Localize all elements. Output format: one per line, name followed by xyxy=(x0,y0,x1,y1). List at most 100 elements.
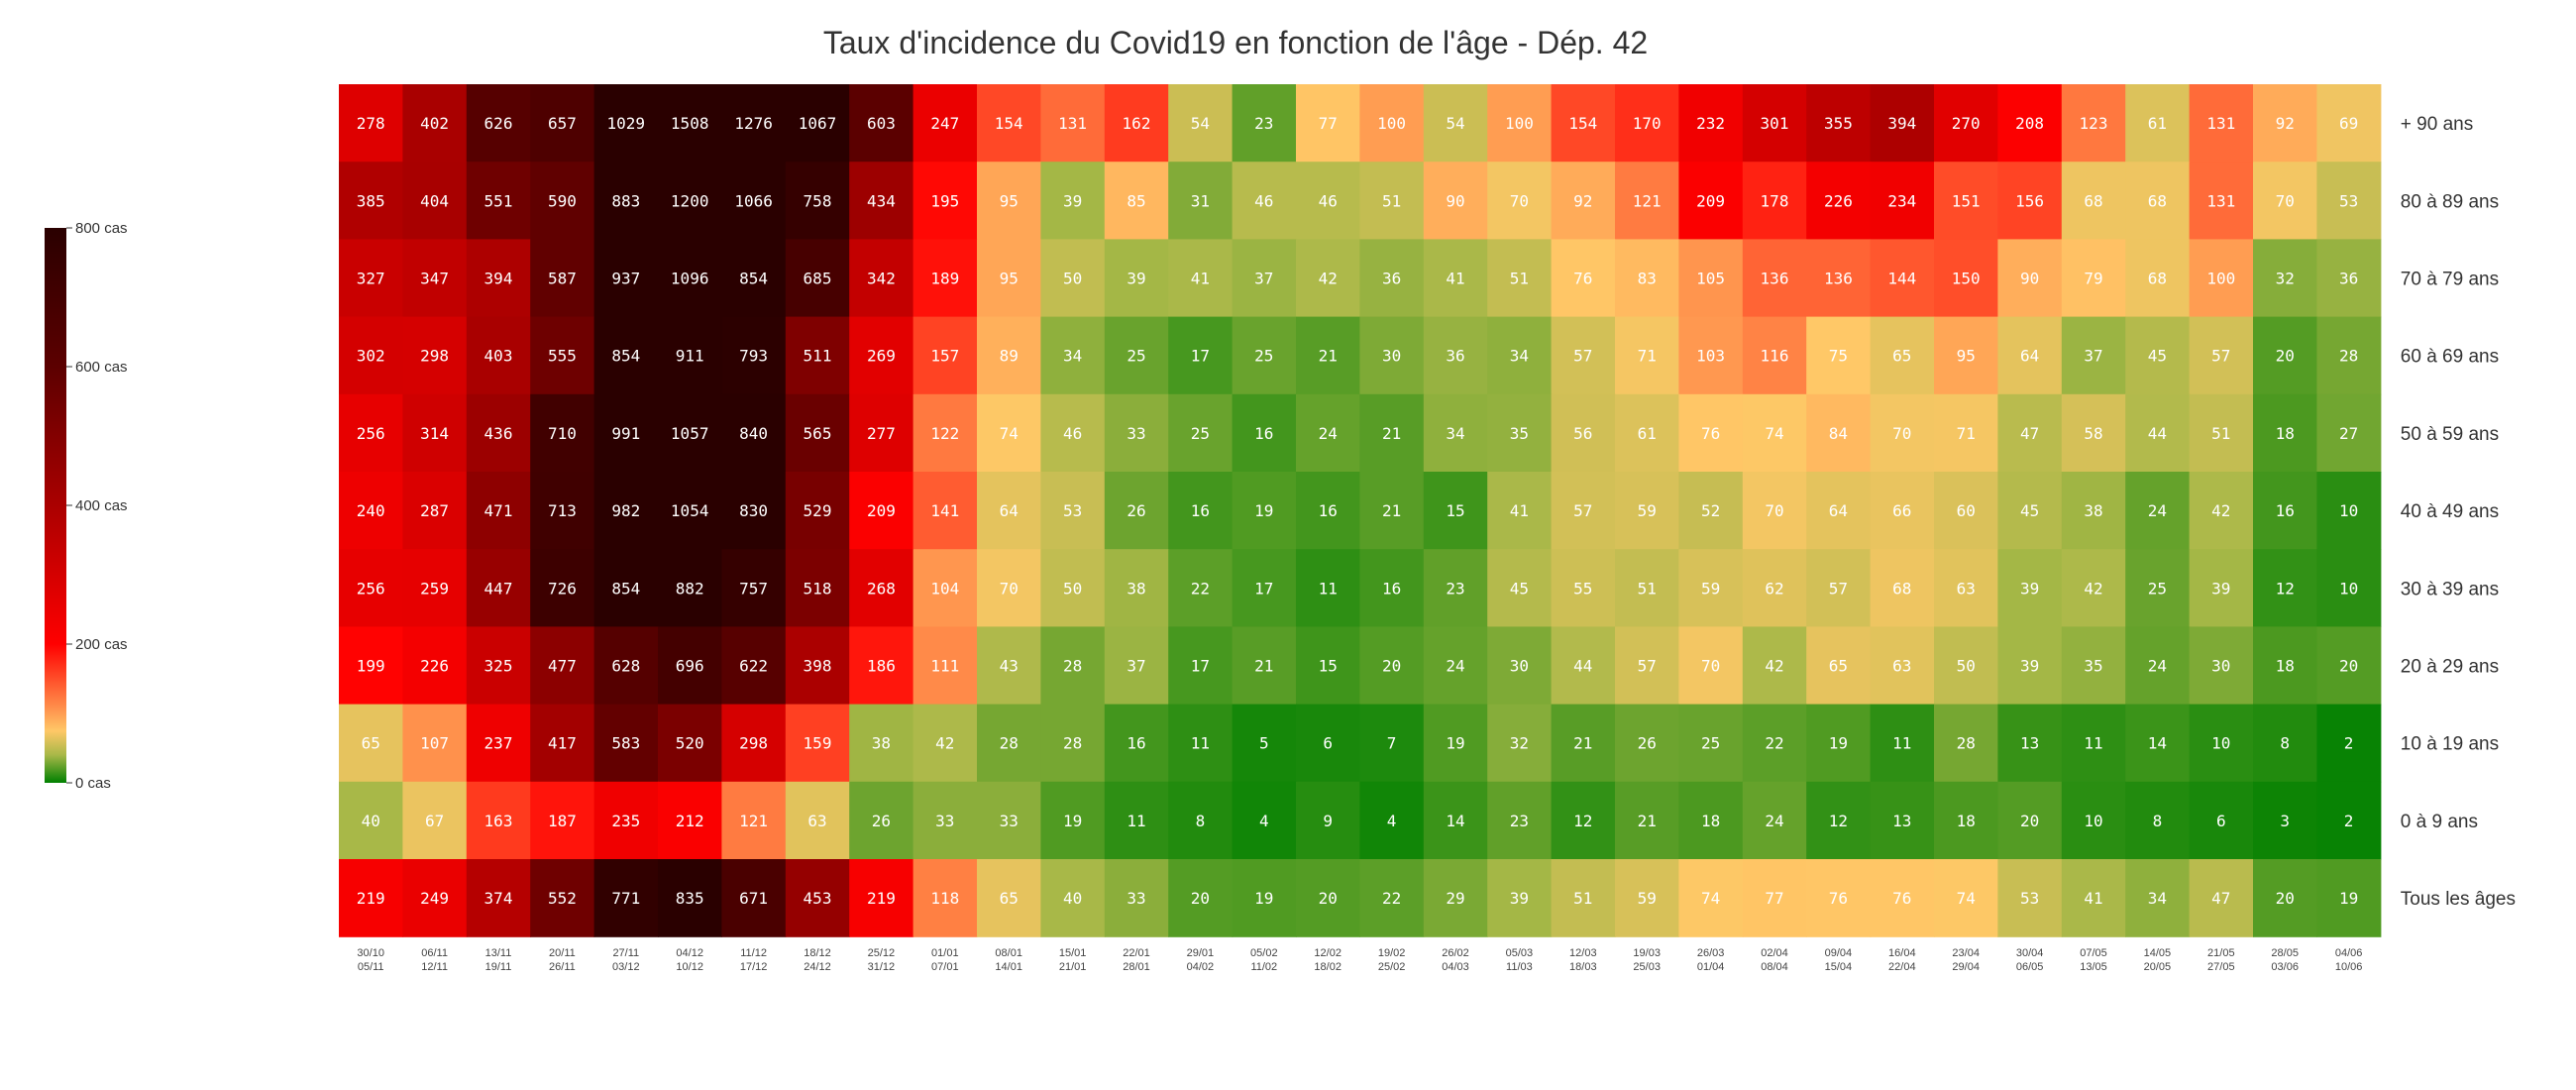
heatmap-cell xyxy=(1742,549,1807,627)
cell-value-label: 65 xyxy=(1892,347,1911,366)
cell-value-label: 347 xyxy=(420,270,449,288)
heatmap-cell xyxy=(912,549,978,627)
cell-value-label: 24 xyxy=(1765,812,1783,830)
heatmap-cell xyxy=(466,704,531,783)
cell-value-label: 854 xyxy=(611,579,640,598)
heatmap-cell xyxy=(912,239,978,318)
heatmap-cell xyxy=(593,393,659,473)
heatmap-cell xyxy=(1104,162,1169,240)
heatmap-cell xyxy=(2316,84,2382,163)
cell-value-label: 565 xyxy=(804,424,832,443)
heatmap-cell xyxy=(1806,84,1872,163)
cell-value-label: 46 xyxy=(1254,191,1273,210)
cell-value-label: 29 xyxy=(1446,889,1464,908)
heatmap-cell xyxy=(2316,162,2382,240)
cell-value-label: 41 xyxy=(1446,270,1464,288)
column-label: 28/01 xyxy=(1123,961,1150,973)
cell-value-label: 398 xyxy=(804,657,832,676)
heatmap-cell xyxy=(1296,316,1360,395)
heatmap-cell xyxy=(1934,626,1998,706)
cell-value-label: 840 xyxy=(739,424,768,443)
heatmap-cell xyxy=(1997,781,2063,860)
column-label: 31/12 xyxy=(868,961,896,973)
heatmap-cell xyxy=(402,549,468,627)
cell-value-label: 131 xyxy=(1058,114,1087,133)
heatmap-cell xyxy=(1040,704,1106,783)
heatmap-cell xyxy=(1423,472,1488,550)
heatmap-cell xyxy=(1296,626,1360,706)
cell-value-label: 12 xyxy=(1573,812,1592,830)
cell-value-label: 7 xyxy=(1387,734,1397,753)
column-label: 05/02 xyxy=(1250,947,1278,959)
cell-value-label: 34 xyxy=(2148,889,2167,908)
row-label: + 90 ans xyxy=(2401,114,2473,135)
cell-value-label: 104 xyxy=(930,579,959,598)
heatmap-cell xyxy=(1806,472,1872,550)
cell-value-label: 54 xyxy=(1191,114,1210,133)
cell-value-label: 626 xyxy=(484,114,513,133)
heatmap-cell xyxy=(1232,781,1297,860)
cell-value-label: 16 xyxy=(1191,501,1210,520)
cell-value-label: 65 xyxy=(362,734,380,753)
cell-value-label: 26 xyxy=(872,812,891,830)
heatmap-cell xyxy=(1678,162,1744,240)
heatmap-cell xyxy=(1551,626,1616,706)
cell-value-label: 40 xyxy=(1063,889,1082,908)
heatmap-cell xyxy=(2253,859,2317,937)
cell-value-label: 39 xyxy=(1510,889,1529,908)
heatmap-cell xyxy=(658,472,722,550)
column-label: 25/03 xyxy=(1633,961,1661,973)
heatmap-cell xyxy=(1934,704,1998,783)
cell-value-label: 771 xyxy=(611,889,640,908)
heatmap-cell xyxy=(721,316,787,395)
cell-value-label: 100 xyxy=(1377,114,1406,133)
cell-value-label: 247 xyxy=(930,114,959,133)
cell-value-label: 10 xyxy=(2211,734,2230,753)
cell-value-label: 2 xyxy=(2344,734,2354,753)
heatmap-cell xyxy=(912,162,978,240)
cell-value-label: 150 xyxy=(1952,270,1981,288)
heatmap-cell xyxy=(1104,316,1169,395)
heatmap-cell xyxy=(2253,162,2317,240)
heatmap-cell xyxy=(785,162,850,240)
cell-value-label: 65 xyxy=(1829,657,1848,676)
heatmap-cell xyxy=(1742,472,1807,550)
cell-value-label: 256 xyxy=(357,579,385,598)
cell-value-label: 71 xyxy=(1638,347,1657,366)
heatmap-cell xyxy=(1423,162,1488,240)
heatmap-cell xyxy=(1551,162,1616,240)
cell-value-label: 830 xyxy=(739,501,768,520)
cell-value-label: 982 xyxy=(611,501,640,520)
cell-value-label: 25 xyxy=(1127,347,1145,366)
heatmap-cell xyxy=(593,549,659,627)
heatmap-cell xyxy=(1359,626,1425,706)
heatmap-cell xyxy=(339,859,403,937)
cell-value-label: 232 xyxy=(1696,114,1725,133)
heatmap-cell xyxy=(977,239,1041,318)
column-label: 26/11 xyxy=(549,961,576,973)
heatmap-cell xyxy=(2253,316,2317,395)
column-label: 13/11 xyxy=(485,947,512,959)
cell-value-label: 394 xyxy=(1887,114,1916,133)
cell-value-label: 219 xyxy=(867,889,896,908)
cell-value-label: 374 xyxy=(484,889,513,908)
cell-value-label: 278 xyxy=(357,114,385,133)
cell-value-label: 208 xyxy=(2015,114,2044,133)
heatmap-cell xyxy=(1934,472,1998,550)
heatmap-cell xyxy=(1870,549,1935,627)
heatmap-cell xyxy=(1551,239,1616,318)
cell-value-label: 30 xyxy=(1510,657,1529,676)
cell-value-label: 657 xyxy=(548,114,577,133)
cell-value-label: 61 xyxy=(2148,114,2167,133)
heatmap-cell xyxy=(1870,162,1935,240)
heatmap-cell xyxy=(1551,549,1616,627)
cell-value-label: 1067 xyxy=(799,114,837,133)
row-label: 80 à 89 ans xyxy=(2401,191,2499,212)
cell-value-label: 159 xyxy=(804,734,832,753)
cell-value-label: 24 xyxy=(2148,657,2167,676)
cell-value-label: 3 xyxy=(2280,812,2290,830)
heatmap-cell xyxy=(1487,393,1553,473)
cell-value-label: 65 xyxy=(1000,889,1019,908)
column-label: 23/04 xyxy=(1952,947,1980,959)
heatmap-cell xyxy=(339,316,403,395)
